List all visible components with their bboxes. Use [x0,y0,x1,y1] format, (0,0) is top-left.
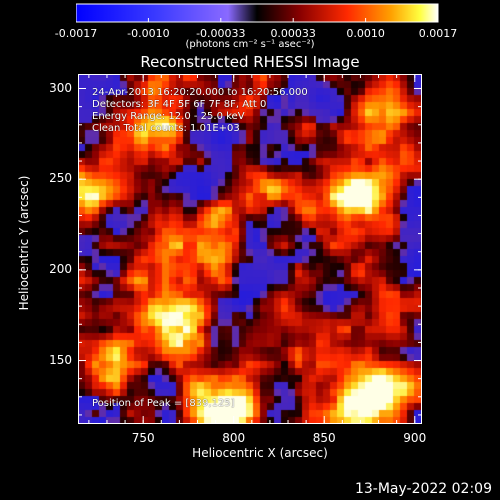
colorbar-tick-label: 0.0010 [346,27,385,40]
axis-ticks [78,74,422,424]
annotation-detectors: Detectors: 3F 4F 5F 6F 7F 8F, Att 0 [92,99,267,110]
y-axis-label: Heliocentric Y (arcsec) [17,175,31,311]
colorbar-tick-label: 0.00033 [270,27,316,40]
annotation-clean-counts: Clean Total counts: 1.01E+03 [92,123,240,134]
colorbar-tick-label: 0.0017 [418,27,458,40]
y-tick-label: 250 [49,171,72,186]
colorbar-tick-label: -0.0010 [127,27,170,40]
colorbar-tick-label: -0.0017 [54,27,98,40]
colorbar-tick-label: -0.00033 [196,27,246,40]
x-tick-label: 800 [222,431,246,445]
footer-date: 13-May-2022 02:09 [354,481,492,497]
x-axis-label: Heliocentric X (arcsec) [192,446,328,460]
y-tick-label: 300 [49,80,72,95]
x-tick-label: 750 [131,431,155,445]
heatmap-image [78,74,422,424]
x-tick-label: 850 [312,431,336,445]
colorbar [76,3,439,23]
annotation-peak-position: Position of Peak = [839,125] [92,398,235,409]
annotation-energy-range: Energy Range: 12.0 - 25.0 keV [92,111,245,122]
colorbar-gradient [76,3,439,23]
chart-title: Reconstructed RHESSI Image [140,53,360,71]
colorbar-ticks [76,18,439,22]
y-tick-label: 150 [49,352,72,367]
y-tick-label: 200 [49,261,72,276]
x-tick-label: 900 [403,431,427,445]
colorbar-units: (photons cm⁻² s⁻¹ asec⁻²) [185,39,315,50]
annotation-time-range: 24-Apr-2013 16:20:20.000 to 16:20:56.000 [92,87,308,98]
